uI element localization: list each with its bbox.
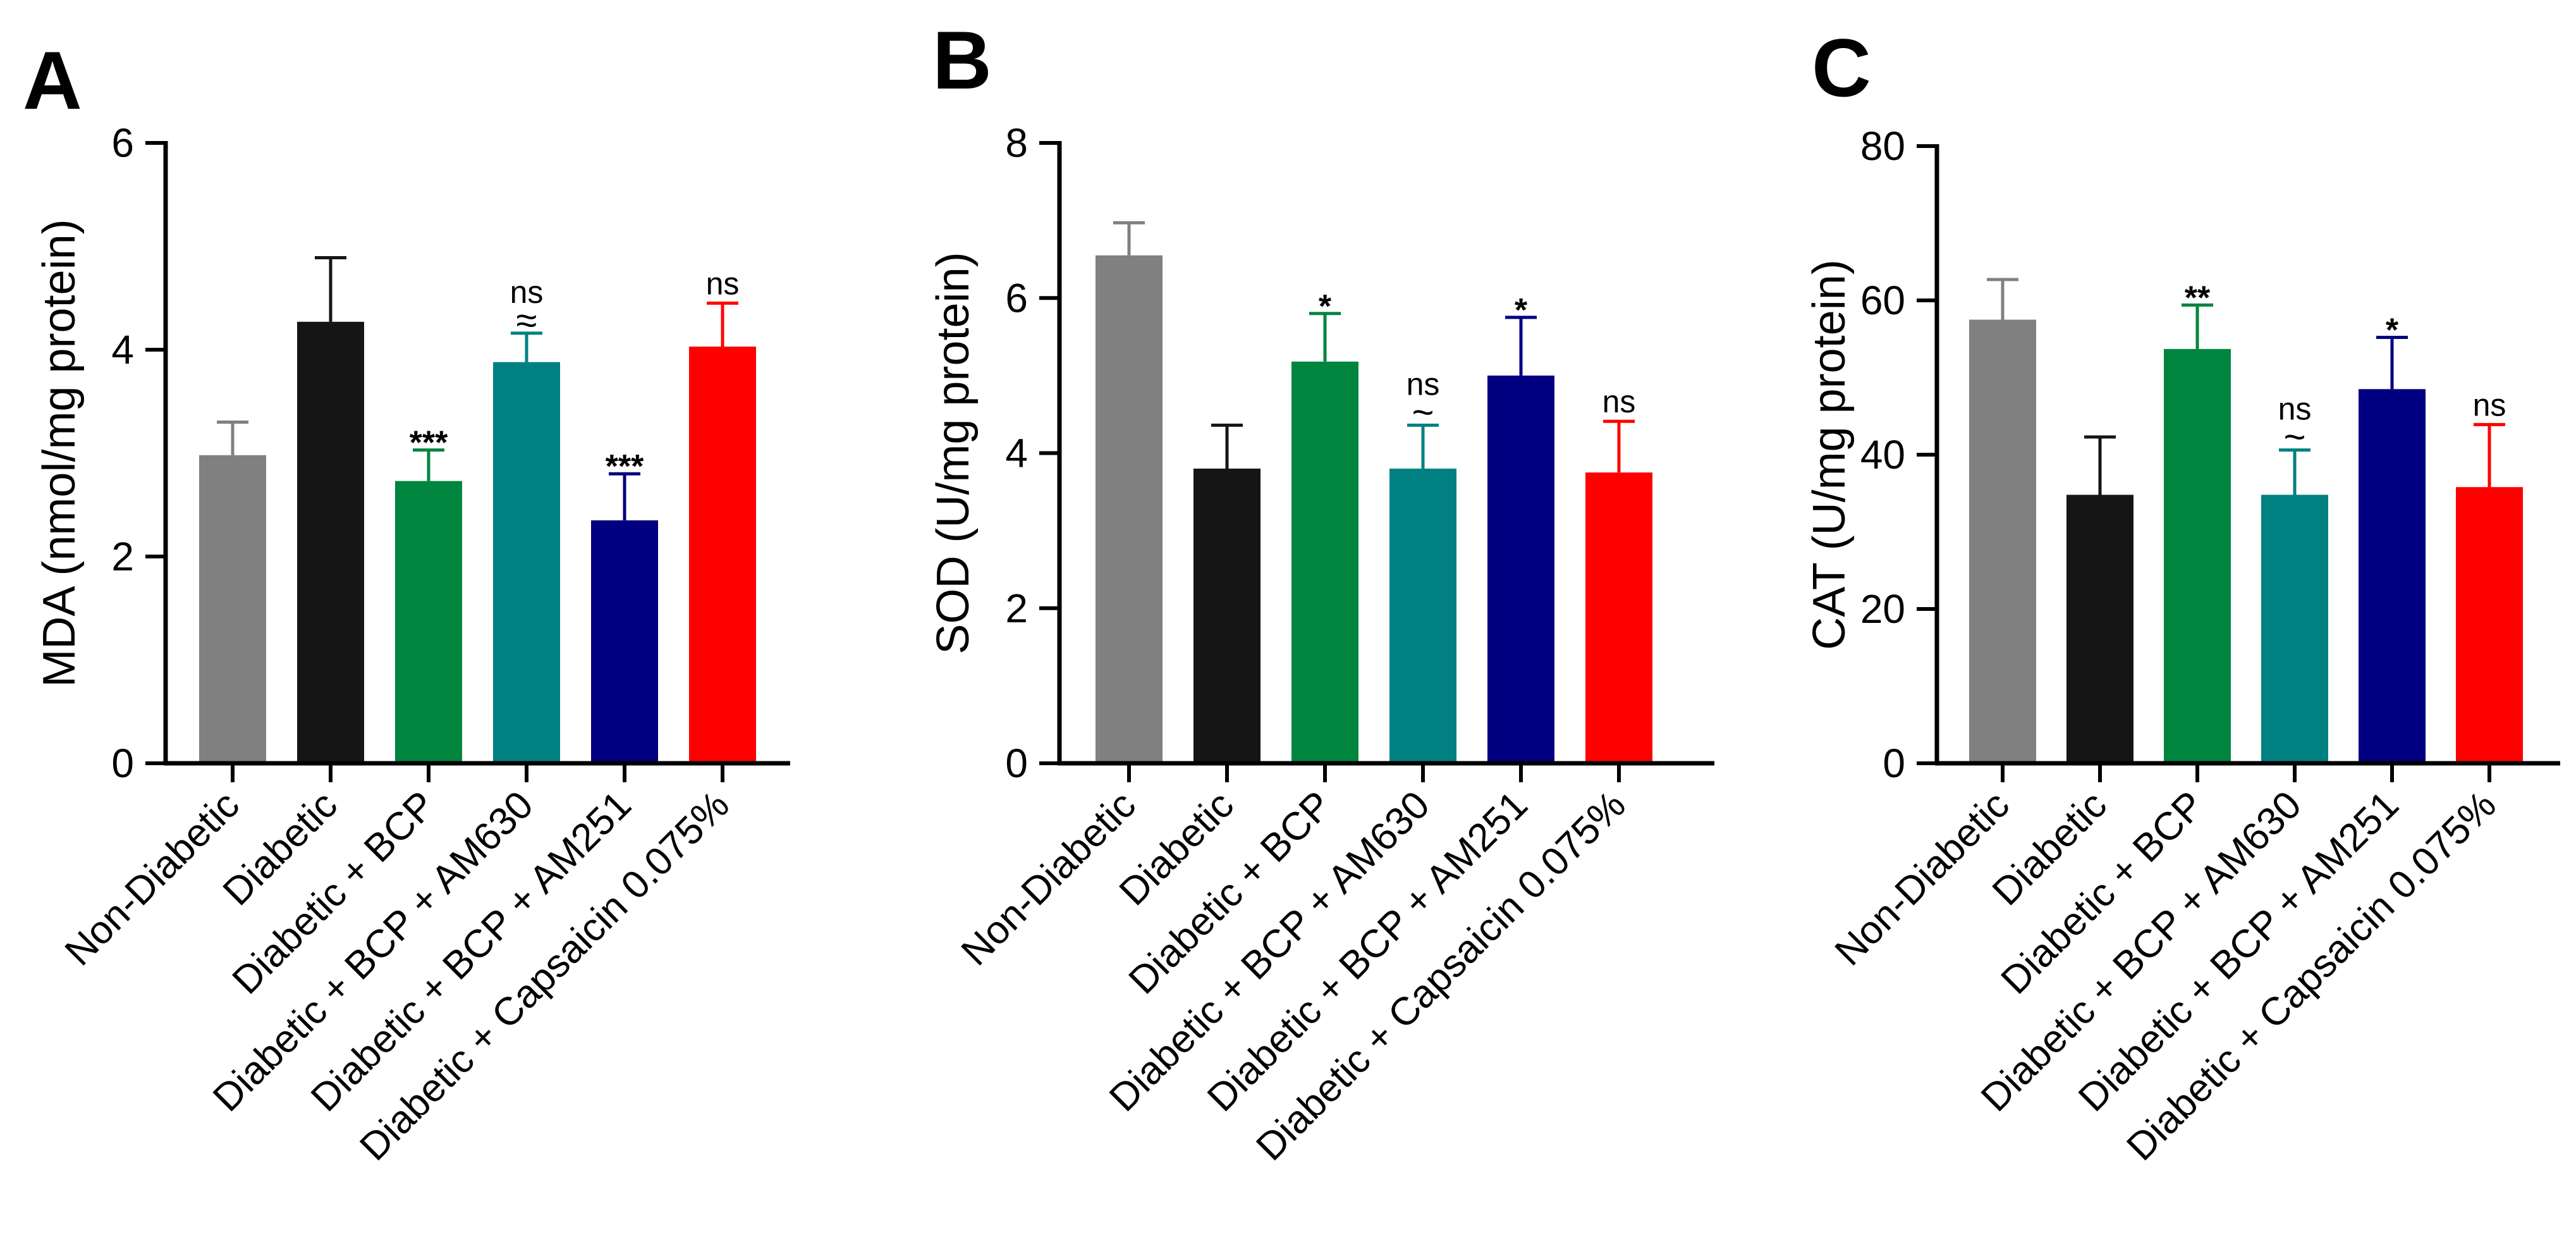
significance-label: ***: [606, 448, 644, 485]
y-tick-label: 0: [111, 741, 134, 786]
y-tick-label: 4: [111, 327, 134, 372]
significance-label: *: [1319, 288, 1332, 325]
bar: [493, 362, 560, 763]
y-tick-label: 6: [1005, 275, 1028, 321]
y-tick-label: 8: [1005, 120, 1028, 166]
y-axis-title: SOD (U/mg protein): [928, 252, 979, 654]
significance-label: ns: [706, 266, 740, 301]
bar: [2164, 348, 2231, 763]
significance-label: ns: [2473, 387, 2506, 422]
bar: [1193, 469, 1261, 763]
bar: [2359, 389, 2426, 763]
bar: [199, 455, 266, 763]
significance-label: ns: [1602, 384, 1636, 419]
y-tick-label: 2: [1005, 586, 1028, 631]
bar: [591, 520, 658, 763]
bar: [1096, 255, 1163, 763]
bar: [1291, 361, 1358, 763]
y-tick-label: 2: [111, 534, 134, 579]
significance-tilde: ~: [2283, 416, 2305, 458]
y-axis-title: MDA (nmol/mg protein): [34, 219, 85, 687]
significance-label: ns: [510, 274, 544, 310]
significance-label: ns: [1407, 366, 1440, 402]
y-tick-label: 4: [1005, 431, 1028, 476]
y-tick-label: 80: [1860, 123, 1905, 169]
bar: [2456, 487, 2523, 763]
panel-letter: A: [23, 34, 82, 126]
y-axis-title: CAT (U/mg protein): [1804, 259, 1855, 649]
significance-tilde: ~: [1412, 391, 1434, 433]
bar: [2261, 495, 2328, 763]
bar: [1585, 472, 1652, 763]
bar: [297, 321, 364, 764]
y-tick-label: 6: [111, 120, 134, 166]
significance-tilde: ≈: [516, 299, 537, 341]
y-tick-label: 20: [1860, 586, 1905, 632]
bar: [2066, 495, 2133, 763]
bar: [1389, 469, 1456, 763]
significance-label: *: [2386, 312, 2399, 349]
y-tick-label: 0: [1883, 741, 1905, 786]
y-tick-label: 40: [1860, 432, 1905, 477]
significance-label: ns: [2278, 391, 2312, 427]
bar: [1487, 375, 1554, 763]
panel-letter: B: [932, 14, 992, 106]
bar: [689, 347, 756, 763]
panel-letter: C: [1812, 22, 1871, 114]
significance-label: **: [2185, 280, 2211, 316]
y-tick-label: 60: [1860, 278, 1905, 323]
y-tick-label: 0: [1005, 741, 1028, 786]
bar: [1969, 319, 2036, 763]
significance-label: ***: [410, 425, 448, 462]
significance-label: *: [1515, 292, 1528, 329]
bar: [395, 481, 462, 763]
